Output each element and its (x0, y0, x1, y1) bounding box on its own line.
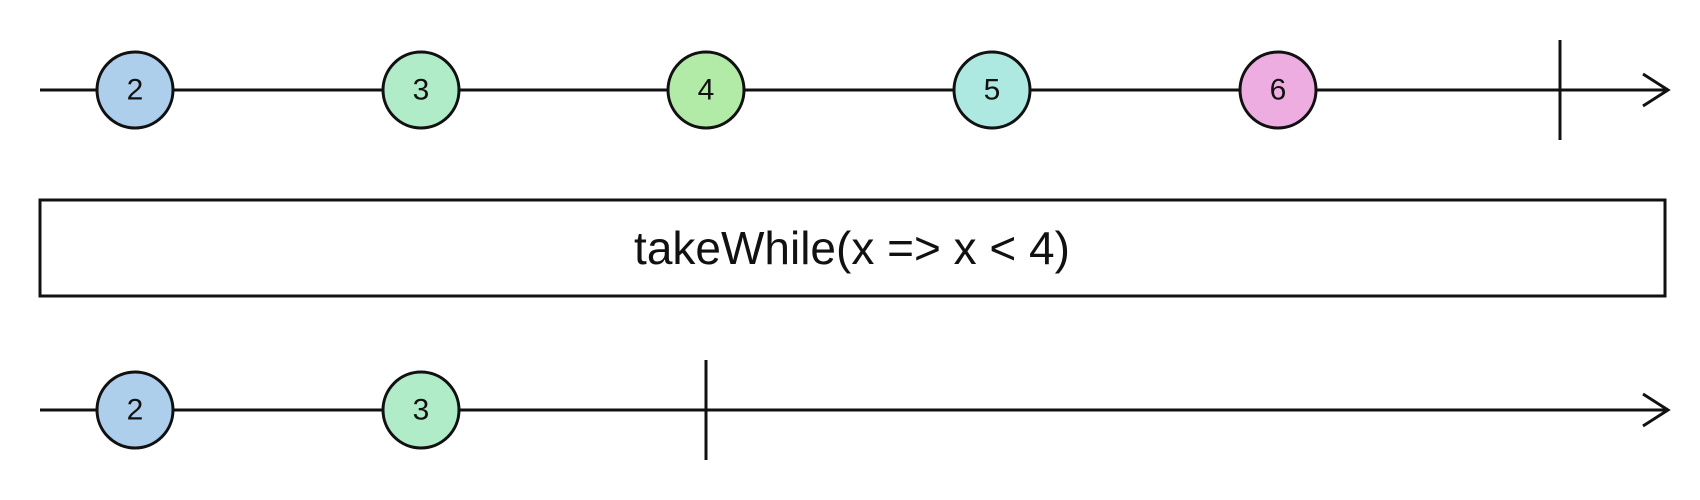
marble-value: 6 (1270, 74, 1287, 107)
source-timeline: 2 3 4 5 6 (40, 40, 1671, 140)
operator-box: takeWhile(x => x < 4) (38, 198, 1667, 298)
source-marble: 6 (1238, 50, 1318, 130)
result-arrowhead (1642, 392, 1671, 428)
marble-circle (95, 50, 175, 130)
source-arrowhead (1642, 72, 1671, 108)
source-marble: 4 (666, 50, 746, 130)
marble-circle (666, 50, 746, 130)
source-marble: 5 (952, 50, 1032, 130)
source-marble: 2 (95, 50, 175, 130)
result-marble: 3 (381, 370, 461, 450)
operator-frame (38, 198, 1667, 298)
marble-value: 4 (698, 74, 715, 107)
marble-circle (95, 370, 175, 450)
marble-value: 2 (127, 394, 144, 427)
marble-circle (1238, 50, 1318, 130)
result-timeline: 2 3 (40, 360, 1671, 460)
source-marble: 3 (381, 50, 461, 130)
marble-value: 5 (984, 74, 1001, 107)
operator-label: takeWhile(x => x < 4) (634, 222, 1070, 274)
marble-value: 3 (413, 394, 430, 427)
marble-circle (952, 50, 1032, 130)
marble-circle (381, 50, 461, 130)
marble-value: 3 (413, 74, 430, 107)
result-marble: 2 (95, 370, 175, 450)
marble-value: 2 (127, 74, 144, 107)
marble-circle (381, 370, 461, 450)
